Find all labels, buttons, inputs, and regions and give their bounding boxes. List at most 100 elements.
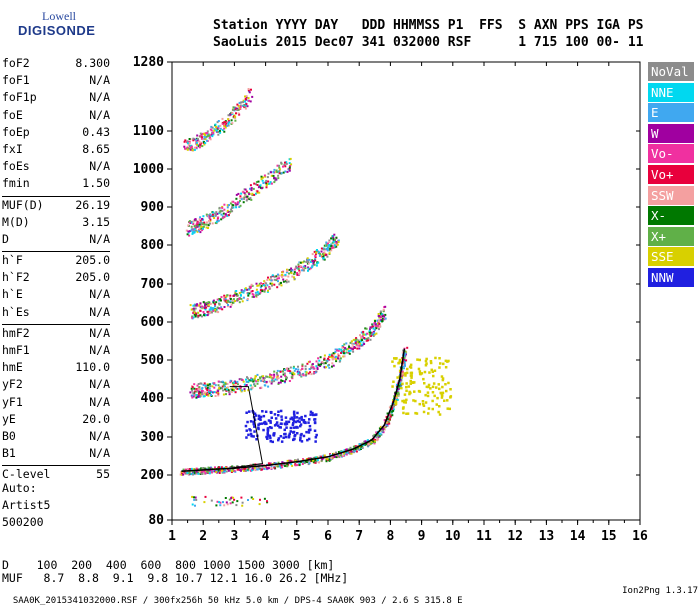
echo-point (265, 186, 268, 189)
echo-point (350, 347, 352, 350)
echo-point (401, 375, 404, 378)
echo-point (399, 378, 402, 381)
echo-point (227, 118, 230, 121)
echo-point (214, 303, 217, 306)
echo-point (307, 372, 310, 375)
echo-point (256, 468, 259, 471)
echo-point (276, 274, 279, 277)
sse-echo (438, 413, 442, 416)
sse-echo (427, 383, 431, 387)
echo-point (309, 260, 312, 263)
echo-point (256, 373, 259, 376)
echo-point (352, 451, 355, 454)
echo-point (191, 394, 194, 397)
echo-point (248, 193, 251, 196)
echo-point (200, 227, 203, 230)
echo-point (349, 349, 352, 352)
muf-values: 8.7 8.8 9.1 9.8 10.7 12.1 16.0 26.2 [MHz… (22, 571, 349, 585)
param-row-23: C-level 55 (2, 467, 110, 484)
echo-point (261, 375, 263, 378)
echo-point (371, 323, 374, 326)
param-separator (2, 323, 110, 325)
echo-point (217, 380, 220, 383)
nnw-echo (266, 427, 270, 430)
param-value: N/A (89, 304, 110, 319)
echo-point (278, 274, 281, 277)
echo-point (186, 140, 189, 143)
echo-point (332, 353, 335, 356)
echo-point (227, 214, 230, 217)
echo-point (213, 391, 216, 394)
echo-point (193, 311, 196, 314)
echo-point (320, 250, 323, 253)
sse-echo (409, 363, 413, 367)
echo-point (383, 315, 386, 318)
echo-point (198, 225, 201, 228)
nnw-echo (307, 437, 311, 441)
echo-point (270, 182, 273, 185)
echo-point (372, 327, 375, 330)
echo-point (224, 382, 227, 385)
echo-point (235, 112, 237, 115)
param-value: 205.0 (75, 270, 110, 285)
echo-point (213, 217, 216, 219)
echo-point (294, 460, 297, 462)
param-value: N/A (89, 90, 110, 105)
echo-point (209, 213, 212, 216)
x-tick-label: 9 (418, 529, 426, 544)
echo-point (204, 142, 207, 145)
echo-point (252, 380, 255, 383)
echo-point (270, 174, 273, 177)
echo-point (382, 314, 385, 317)
echo-point (214, 212, 217, 215)
echo-point (283, 163, 286, 166)
echo-point (239, 104, 242, 107)
echo-point (214, 123, 217, 126)
echo-point (246, 377, 249, 380)
nnw-echo (296, 411, 299, 415)
echo-point (186, 468, 189, 470)
e-layer-echo (231, 501, 234, 504)
echo-point (315, 251, 318, 254)
param-separator (2, 251, 110, 253)
echo-point (224, 381, 227, 384)
echo-point (330, 354, 333, 357)
echo-point (232, 298, 235, 301)
echo-point (232, 204, 235, 207)
sse-echo (394, 400, 397, 404)
header-row-values: SaoLuis 2015 Dec07 341 032000 RSF 1 715 … (213, 35, 644, 50)
echo-point (305, 458, 308, 461)
echo-point (244, 95, 246, 98)
echo-point (185, 472, 188, 475)
sse-echo (411, 381, 415, 384)
sse-echo (440, 396, 444, 399)
echo-point (242, 380, 245, 383)
echo-point (378, 432, 381, 435)
echo-point (288, 272, 290, 275)
param-value: 0.43 (82, 124, 110, 139)
echo-point (351, 346, 354, 349)
echo-point (325, 241, 328, 244)
echo-point (206, 391, 209, 394)
echo-point (285, 465, 288, 468)
echo-point (271, 379, 274, 382)
echo-point (270, 465, 273, 468)
e-layer-echo (191, 495, 194, 498)
echo-point (396, 383, 398, 386)
sse-echo (449, 395, 453, 398)
echo-point (275, 178, 278, 181)
echo-point (236, 109, 239, 111)
echo-point (247, 294, 250, 297)
echo-point (379, 312, 382, 315)
echo-point (320, 459, 323, 462)
param-value: 110.0 (75, 360, 110, 375)
echo-point (243, 389, 246, 392)
echo-point (373, 333, 376, 336)
y-tick-label: 700 (141, 277, 165, 292)
echo-point (185, 229, 188, 232)
echo-point (274, 378, 277, 381)
echo-point (312, 262, 315, 265)
nnw-echo (292, 410, 296, 414)
echo-point (331, 365, 333, 368)
nnw-echo (315, 433, 318, 437)
